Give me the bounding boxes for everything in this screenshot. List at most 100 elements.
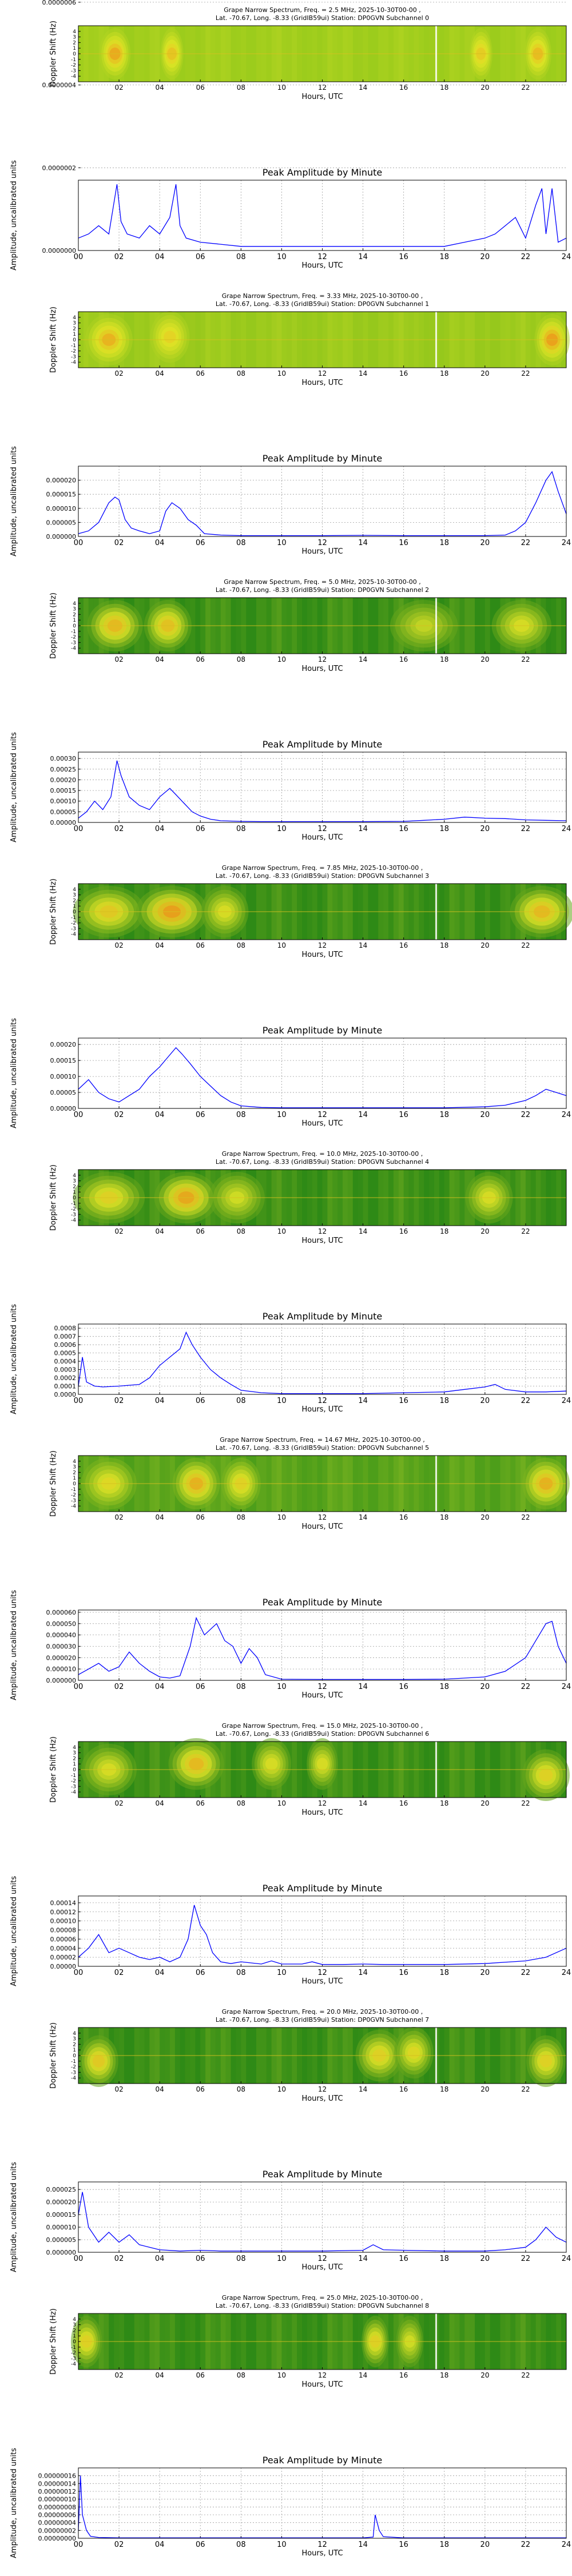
amplitude-series-line: [78, 1331, 567, 1394]
y-tick-label: 0.000040: [46, 1632, 77, 1639]
x-tick-label: 20: [480, 941, 489, 949]
x-tick-label: 10: [277, 539, 287, 547]
x-tick-label: 18: [439, 1397, 449, 1405]
chart-7: Peak Amplitude by Minute 00 02 04 06 08 10 12 14…: [10, 1018, 571, 1128]
x-tick-label: 20: [480, 1799, 489, 1807]
y-tick-label: -4: [71, 1504, 76, 1509]
y-tick-label: -1: [71, 1201, 76, 1207]
y-tick-label: 0.00030: [50, 755, 77, 762]
line-chart-frame: [78, 2181, 567, 2253]
x-tick-label: 22: [521, 941, 530, 949]
y-tick-label: -1: [71, 57, 76, 63]
y-tick-label: 4: [73, 1459, 76, 1465]
y-tick-label: 0.00000006: [38, 2511, 76, 2519]
y-tick-label: 0.000010: [46, 505, 77, 512]
amplitude-series-line: [78, 1047, 567, 1108]
x-tick-label: 20: [480, 655, 489, 663]
x-tick-label: 22: [521, 539, 531, 547]
x-axis-label: Hours, UTC: [301, 547, 343, 556]
x-axis-label: Hours, UTC: [301, 2263, 343, 2272]
chart-8: Grape Narrow Spectrum, Freq. = 10.0 MHz,…: [49, 1150, 567, 1245]
y-tick-label: 0.00006: [50, 1935, 77, 1943]
x-tick-label: 22: [521, 655, 530, 663]
y-tick-label: 0.000060: [46, 1609, 77, 1616]
x-tick-label: 18: [440, 1513, 448, 1521]
line-chart-title: Peak Amplitude by Minute: [263, 1597, 383, 1608]
y-axis-label: Amplitude, uncalibrated units: [10, 1304, 18, 1414]
x-tick-label: 08: [237, 84, 245, 92]
y-tick-label: 0.000005: [46, 519, 77, 526]
y-tick-label: 0.00002: [50, 1954, 77, 1961]
x-tick-label: 12: [318, 941, 327, 949]
y-tick-label: 0.00010: [50, 1918, 77, 1925]
y-tick-label: -3: [71, 640, 76, 646]
y-tick-label: 0.00000010: [38, 2496, 76, 2503]
x-tick-label: 16: [399, 941, 408, 949]
x-tick-label: 14: [359, 84, 367, 92]
x-tick-label: 20: [480, 1111, 490, 1119]
y-tick-label: 0.000000: [46, 1677, 77, 1684]
y-tick-label: 1: [73, 1762, 76, 1767]
x-tick-label: 10: [277, 1969, 287, 1977]
x-tick-label: 24: [562, 1111, 571, 1119]
y-tick-label: 3: [73, 321, 76, 327]
x-tick-label: 10: [277, 1513, 286, 1521]
y-tick-label: -2: [71, 2351, 76, 2356]
x-tick-label: 12: [317, 1397, 327, 1405]
y-tick-label: -3: [71, 68, 76, 74]
x-tick-label: 00: [74, 253, 84, 261]
x-tick-label: 10: [277, 2371, 286, 2379]
y-tick-label: 3: [73, 1465, 76, 1470]
x-tick-label: 10: [277, 1799, 286, 1807]
chart-13: Peak Amplitude by Minute 00 02 04 06 08 10 12 14…: [10, 1876, 571, 1986]
line-chart-frame: [78, 752, 567, 823]
x-tick-label: 02: [114, 1397, 124, 1405]
x-tick-label: 04: [156, 941, 164, 949]
y-tick-label: -1: [71, 1773, 76, 1779]
chart-15: Peak Amplitude by Minute 00 02 04 06 08 10 12 14…: [10, 2162, 571, 2272]
heatmap-hotspot: [164, 331, 176, 343]
x-tick-label: 22: [521, 1683, 531, 1691]
chart-5: Peak Amplitude by Minute 00 02 04 06 08 10 12 14…: [10, 732, 571, 842]
x-tick-label: 00: [74, 1397, 84, 1405]
y-tick-label: 0.000000: [46, 533, 77, 540]
heatmap-title: Grape Narrow Spectrum, Freq. = 14.67 MHz…: [220, 1436, 425, 1444]
line-chart-frame: [78, 1323, 567, 1395]
y-tick-label: 0.00020: [50, 776, 77, 784]
x-tick-label: 08: [237, 2371, 245, 2379]
x-tick-label: 02: [114, 253, 124, 261]
x-tick-label: 16: [399, 1111, 408, 1119]
x-tick-label: 12: [318, 1799, 327, 1807]
y-tick-label: 0: [73, 51, 76, 57]
heatmap-title-line2: Lat. -70.67, Long. -8.33 (GridIB59ui) St…: [216, 872, 429, 880]
y-tick-label: 0.00015: [50, 1057, 77, 1064]
amplitude-series-line: [78, 760, 567, 822]
y-tick-label: 4: [73, 29, 76, 35]
y-tick-label: -1: [71, 915, 76, 921]
y-tick-label: 2: [73, 40, 76, 46]
y-tick-label: 4: [73, 887, 76, 893]
x-tick-label: 04: [155, 1683, 165, 1691]
x-tick-label: 12: [317, 1969, 327, 1977]
x-tick-label: 06: [196, 2371, 205, 2379]
y-tick-label: -4: [71, 1218, 76, 1223]
x-tick-label: 06: [196, 84, 205, 92]
chart-9: Peak Amplitude by Minute 00 02 04 06 08 10 12 14…: [10, 1304, 571, 1414]
x-tick-label: 12: [318, 84, 327, 92]
x-tick-label: 14: [359, 2085, 367, 2093]
x-tick-label: 24: [562, 253, 571, 261]
y-tick-label: 0.00025: [50, 766, 77, 773]
x-tick-label: 22: [521, 1227, 530, 1235]
y-tick-label: 0: [73, 2053, 76, 2059]
y-tick-label: 0.000010: [46, 1665, 77, 1673]
amplitude-series-line: [78, 2475, 566, 2538]
x-tick-label: 10: [277, 253, 287, 261]
x-tick-label: 08: [236, 1111, 246, 1119]
y-tick-label: -4: [71, 74, 76, 79]
x-tick-label: 00: [74, 1683, 84, 1691]
heatmap-title: Grape Narrow Spectrum, Freq. = 25.0 MHz,…: [222, 2294, 423, 2301]
x-tick-label: 14: [359, 1227, 367, 1235]
x-tick-label: 16: [399, 1513, 408, 1521]
heatmap-title-line2: Lat. -70.67, Long. -8.33 (GridIB59ui) St…: [216, 2016, 429, 2024]
y-tick-label: -1: [71, 2059, 76, 2065]
